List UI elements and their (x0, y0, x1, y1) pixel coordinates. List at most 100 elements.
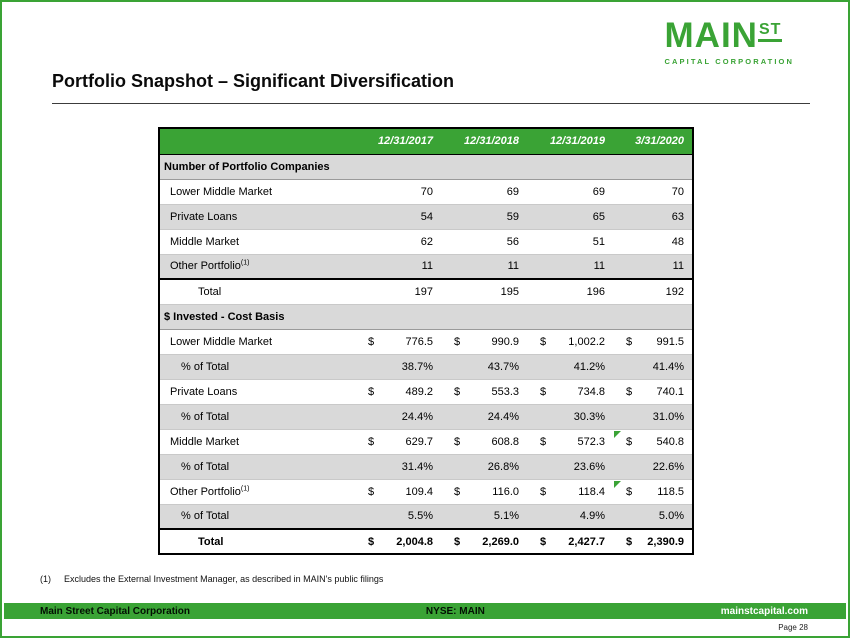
row-label: % of Total (159, 354, 355, 380)
corner-cell (159, 128, 355, 155)
footer-bar: Main Street Capital Corporation NYSE: MA… (4, 603, 846, 619)
value-cell: 11 (527, 254, 613, 280)
value-cell: 59 (441, 204, 527, 230)
row-label: % of Total (159, 454, 355, 480)
value-cell: 51 (527, 229, 613, 255)
value-cell: 41.4% (613, 354, 693, 380)
table-row: Lower Middle Market $776.5 $990.9 $1,002.2 $… (159, 329, 693, 355)
footnote-reference: (1) (240, 259, 250, 267)
table-row: % of Total 5.5% 5.1% 4.9% 5.0% (159, 504, 693, 530)
value-cell: 5.0% (613, 504, 693, 530)
footer-website-link[interactable]: mainstcapital.com (720, 605, 808, 617)
column-header: 3/31/2020 (613, 128, 693, 155)
table-row: % of Total 31.4% 26.8% 23.6% 22.6% (159, 454, 693, 480)
value-cell: 11 (613, 254, 693, 280)
value-cell: $572.3 (527, 429, 613, 455)
value-cell: 31.0% (613, 404, 693, 430)
logo-main-text: MAIN (664, 16, 758, 55)
row-label: Total (159, 528, 355, 554)
section-row: Number of Portfolio Companies (159, 153, 693, 180)
value-cell: 192 (613, 278, 693, 305)
value-cell: 23.6% (527, 454, 613, 480)
value-cell: 56 (441, 229, 527, 255)
value-cell: 54 (355, 204, 441, 230)
row-label: Other Portfolio(1) (159, 254, 355, 280)
value-cell: 41.2% (527, 354, 613, 380)
table-row: % of Total 38.7% 43.7% 41.2% 41.4% (159, 354, 693, 380)
table-row: Lower Middle Market 70 69 69 70 (159, 179, 693, 205)
value-cell: 43.7% (441, 354, 527, 380)
value-cell: 70 (613, 179, 693, 205)
row-label: Middle Market (159, 429, 355, 455)
logo-wordmark: MAINST (665, 18, 794, 53)
value-cell: 70 (355, 179, 441, 205)
footer-company-name: Main Street Capital Corporation (40, 605, 191, 617)
value-cell: 24.4% (441, 404, 527, 430)
table-row: Total 197 195 196 192 (159, 278, 693, 305)
value-cell: $2,004.8 (355, 528, 441, 554)
section-header: $ Invested - Cost Basis (159, 303, 693, 330)
portfolio-table: 12/31/2017 12/31/2018 12/31/2019 3/31/2020 … (158, 127, 694, 555)
value-cell: 197 (355, 278, 441, 305)
value-cell: $629.7 (355, 429, 441, 455)
section-header: Number of Portfolio Companies (159, 153, 693, 180)
value-cell: 65 (527, 204, 613, 230)
table-row: Other Portfolio(1) $109.4 $116.0 $118.4 $118… (159, 479, 693, 505)
value-cell: $1,002.2 (527, 329, 613, 355)
value-cell: $734.8 (527, 379, 613, 405)
footnote-marker: (1) (40, 574, 51, 584)
value-cell: 63 (613, 204, 693, 230)
row-label: % of Total (159, 504, 355, 530)
table-row: Other Portfolio(1) 11 11 11 11 (159, 254, 693, 280)
value-cell: 24.4% (355, 404, 441, 430)
table-row: Middle Market $629.7 $608.8 $572.3 $540.8 (159, 429, 693, 455)
row-label: Middle Market (159, 229, 355, 255)
table-row: Total $2,004.8 $2,269.0 $2,427.7 $2,390.9 (159, 528, 693, 554)
value-cell: 5.1% (441, 504, 527, 530)
value-cell: 62 (355, 229, 441, 255)
value-cell: $2,269.0 (441, 528, 527, 554)
value-cell: 48 (613, 229, 693, 255)
column-header: 12/31/2019 (527, 128, 613, 155)
value-cell: $776.5 (355, 329, 441, 355)
value-cell: 31.4% (355, 454, 441, 480)
value-cell: 5.5% (355, 504, 441, 530)
value-cell: $109.4 (355, 479, 441, 505)
value-cell: $116.0 (441, 479, 527, 505)
value-cell: 22.6% (613, 454, 693, 480)
page-title: Portfolio Snapshot – Significant Diversi… (52, 71, 455, 91)
value-cell: 11 (441, 254, 527, 280)
row-label: Lower Middle Market (159, 329, 355, 355)
title-divider (52, 103, 810, 104)
table-row: Private Loans 54 59 65 63 (159, 204, 693, 230)
value-cell: 69 (441, 179, 527, 205)
value-cell: 26.8% (441, 454, 527, 480)
value-cell: $740.1 (613, 379, 693, 405)
value-cell: $608.8 (441, 429, 527, 455)
value-cell: 38.7% (355, 354, 441, 380)
value-cell: 4.9% (527, 504, 613, 530)
row-label: % of Total (159, 404, 355, 430)
row-label: Total (159, 278, 355, 305)
value-cell: 30.3% (527, 404, 613, 430)
table-row: % of Total 24.4% 24.4% 30.3% 31.0% (159, 404, 693, 430)
value-cell: 69 (527, 179, 613, 205)
value-cell: $991.5 (613, 329, 693, 355)
column-header: 12/31/2018 (441, 128, 527, 155)
company-logo: MAINST CAPITAL CORPORATION (665, 18, 794, 66)
logo-st-text: ST (757, 21, 783, 42)
page-number: Page 28 (778, 623, 808, 632)
footnote-reference: (1) (240, 484, 250, 492)
value-cell: $2,390.9 (613, 528, 693, 554)
value-cell: 11 (355, 254, 441, 280)
footnote: (1) Excludes the External Investment Mana… (40, 574, 383, 584)
column-header: 12/31/2017 (355, 128, 441, 155)
table-row: Middle Market 62 56 51 48 (159, 229, 693, 255)
row-label: Private Loans (159, 379, 355, 405)
value-cell: $489.2 (355, 379, 441, 405)
value-cell: $118.4 (527, 479, 613, 505)
value-cell: $990.9 (441, 329, 527, 355)
table-header-row: 12/31/2017 12/31/2018 12/31/2019 3/31/2020 (159, 128, 693, 155)
table-row: Private Loans $489.2 $553.3 $734.8 $740.1 (159, 379, 693, 405)
